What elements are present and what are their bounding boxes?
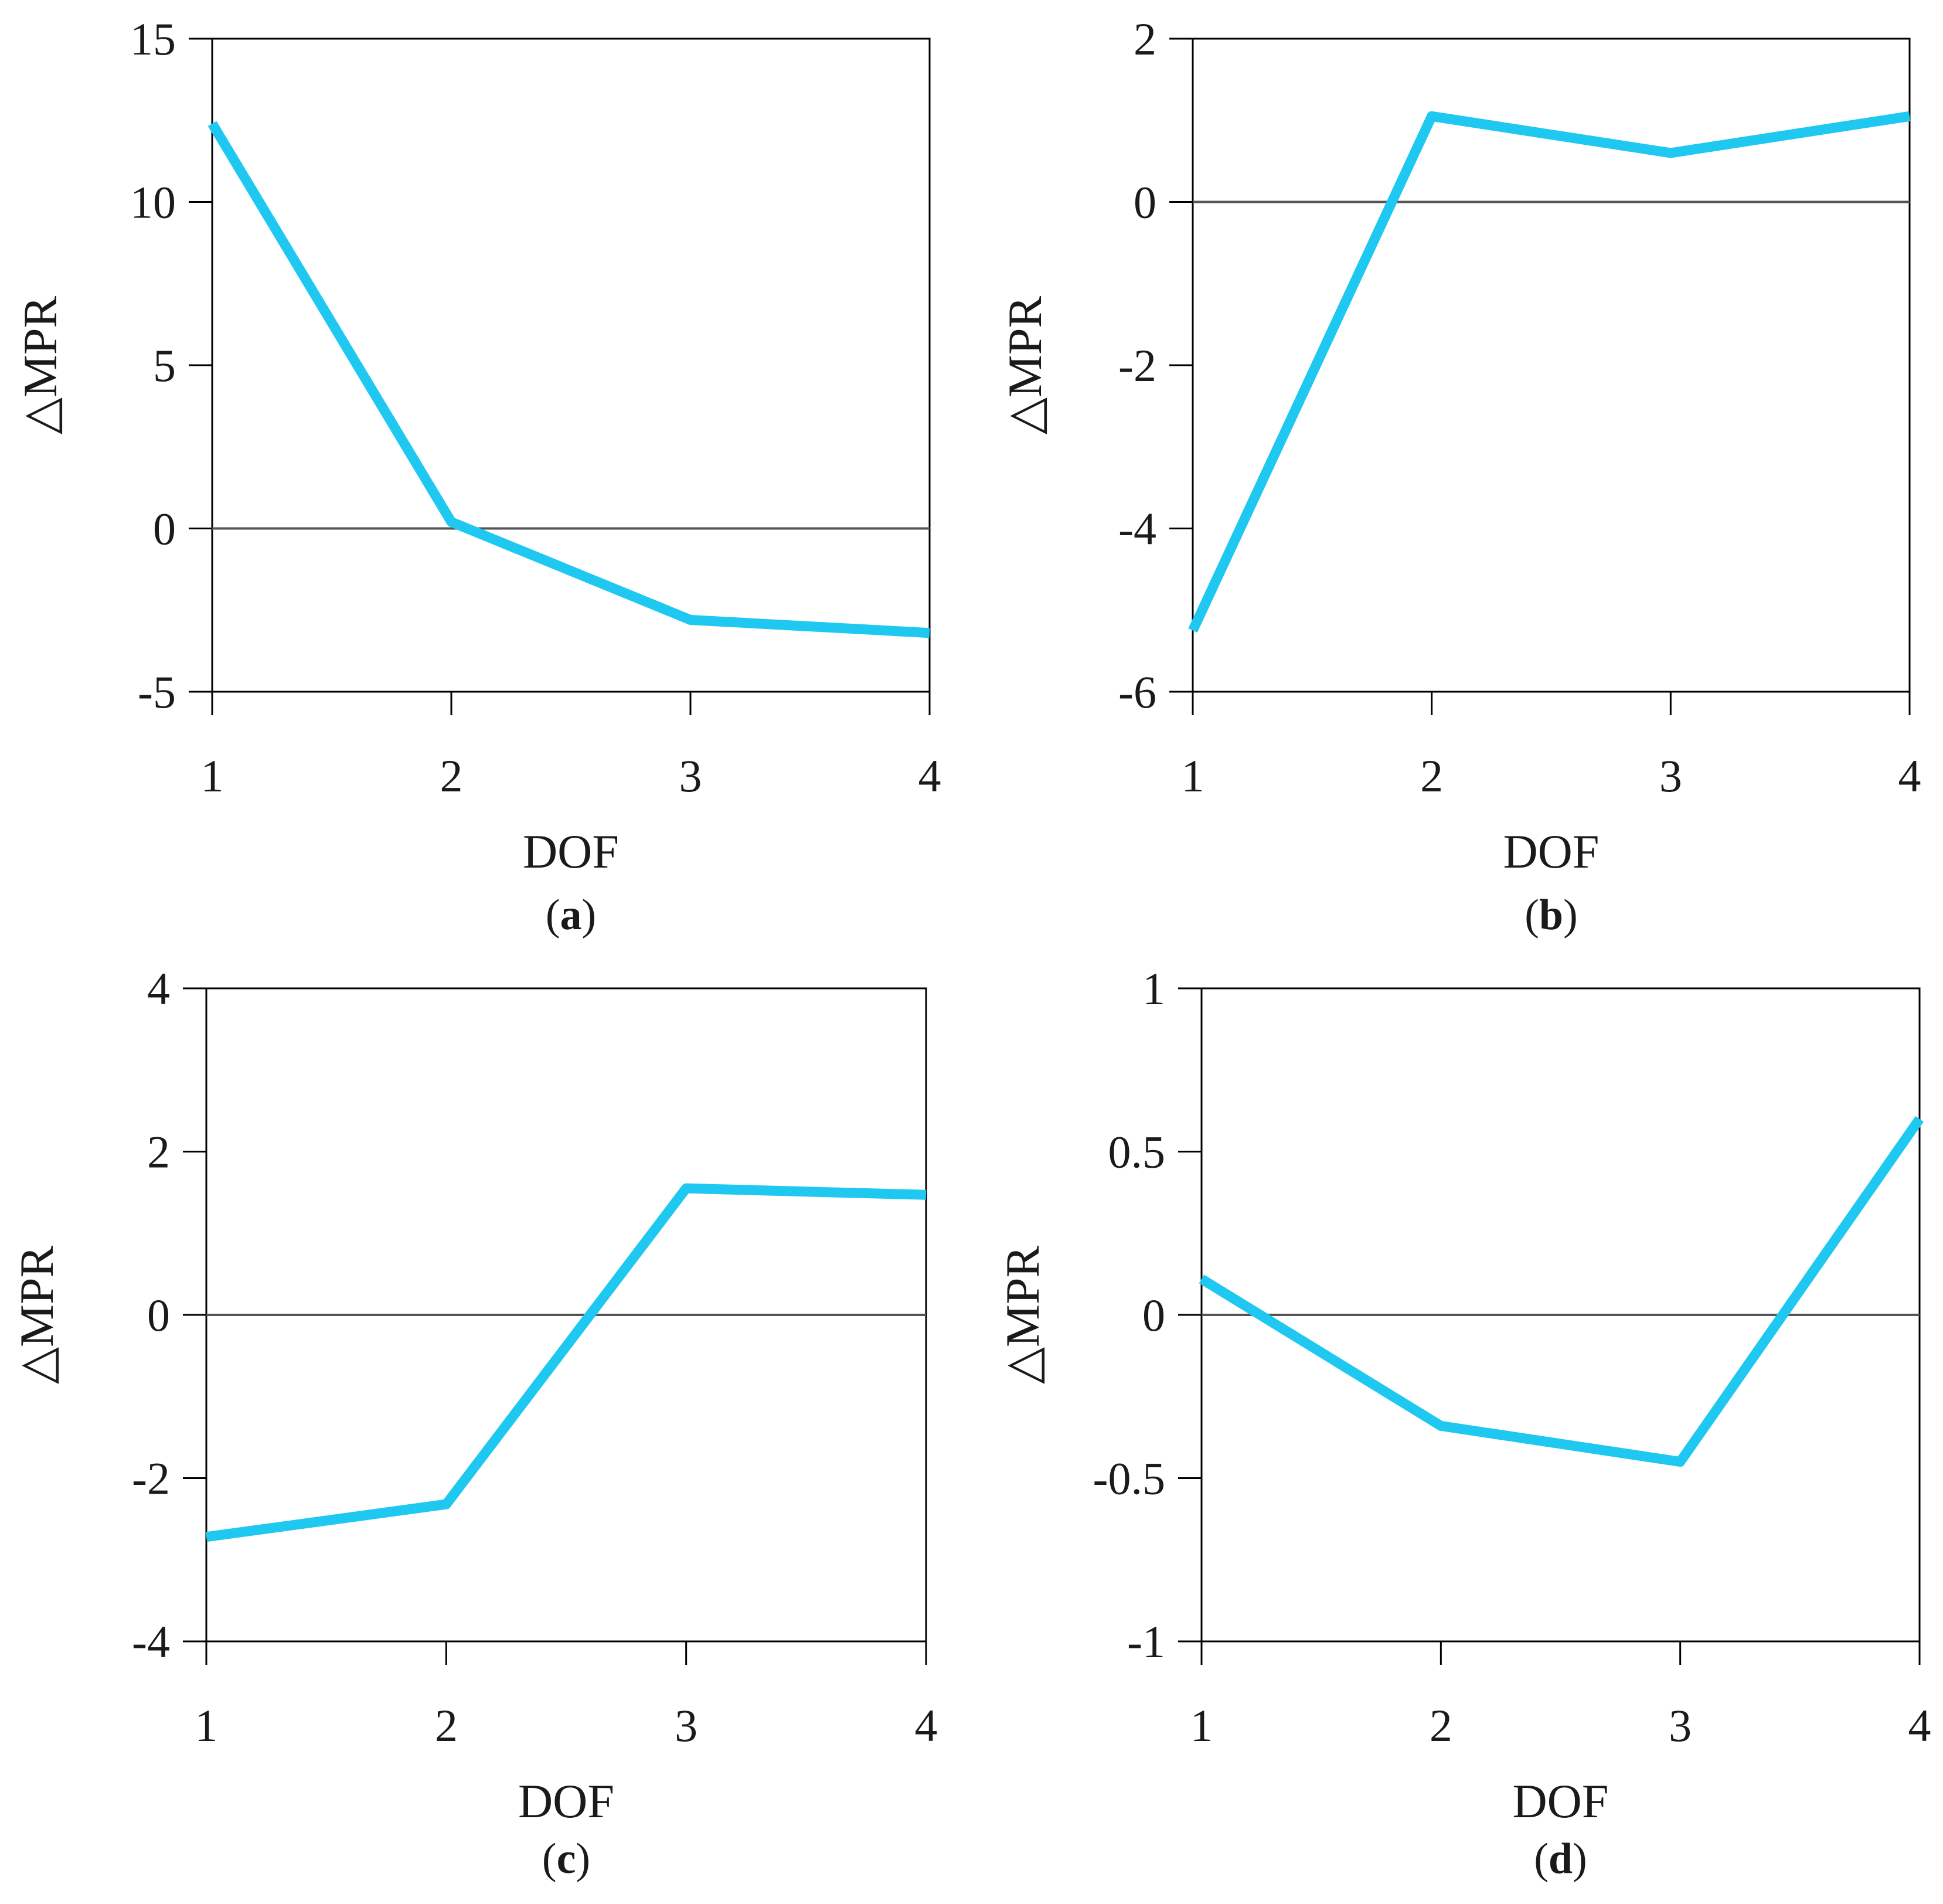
x-axis-title: DOF — [1503, 825, 1599, 878]
x-tick-label: 3 — [1659, 750, 1682, 801]
x-tick-label: 4 — [1908, 1700, 1931, 1751]
panel-label-letter: b — [1539, 891, 1563, 939]
y-tick-label: 0 — [1142, 1290, 1165, 1341]
x-tick-label: 3 — [675, 1700, 697, 1751]
y-tick-label: -4 — [132, 1616, 170, 1667]
panel-label: (b) — [1525, 891, 1577, 939]
x-axis-title: DOF — [1512, 1774, 1608, 1828]
y-tick-label: 0.5 — [1108, 1127, 1166, 1178]
series-line — [205, 1183, 927, 1542]
y-tick-label: -2 — [132, 1453, 170, 1504]
y-tick-label: 1 — [1142, 963, 1165, 1014]
series-line — [1199, 1116, 1924, 1467]
panel-label-letter: a — [560, 891, 582, 939]
panel-label-letter: d — [1549, 1835, 1573, 1883]
y-tick-label: 0 — [153, 504, 176, 555]
y-tick-label: 15 — [130, 13, 176, 64]
x-tick-label: 1 — [201, 750, 224, 801]
y-axis-title: △MPR — [10, 1246, 63, 1385]
panel-label-letter: c — [557, 1835, 576, 1883]
y-tick-label: -4 — [1118, 504, 1156, 555]
x-tick-label: 4 — [918, 750, 941, 801]
x-tick-label: 3 — [679, 750, 702, 801]
x-tick-label: 1 — [1182, 750, 1204, 801]
y-tick-label: -5 — [138, 667, 176, 718]
chart-panel-c: -4 -2 0 2 4 1 2 3 4 DOF △MPR (c) — [10, 963, 938, 1883]
chart-panel-a: -5 0 5 10 15 1 2 3 4 DOF △MPR (a) — [13, 13, 941, 939]
y-tick-label: 4 — [147, 963, 170, 1014]
y-tick-label: 5 — [153, 340, 176, 391]
y-tick-label: -2 — [1118, 340, 1156, 391]
y-tick-label: 0 — [1134, 177, 1156, 228]
y-axis-title: △MPR — [996, 1246, 1049, 1385]
x-tick-label: 3 — [1669, 1700, 1692, 1751]
series-line — [1188, 111, 1911, 633]
y-tick-label: -0.5 — [1093, 1453, 1165, 1504]
x-tick-label: 1 — [1190, 1700, 1213, 1751]
y-axis-title: △MPR — [998, 296, 1052, 435]
y-tick-label: -6 — [1118, 667, 1156, 718]
y-tick-label: 2 — [1134, 13, 1156, 64]
plot-frame — [211, 38, 931, 693]
chart-panel-b: -6 -4 -2 0 2 1 2 3 4 DOF △MPR (b) — [998, 13, 1921, 939]
panel-label: (a) — [546, 891, 596, 939]
x-axis-title: DOF — [523, 825, 619, 878]
y-axis-title: △MPR — [13, 296, 67, 435]
x-tick-label: 2 — [1430, 1700, 1452, 1751]
x-tick-label: 2 — [1420, 750, 1443, 801]
x-axis-title: DOF — [518, 1774, 614, 1828]
x-tick-label: 2 — [435, 1700, 458, 1751]
y-tick-label: 2 — [147, 1127, 170, 1178]
y-tick-label: 10 — [130, 177, 176, 228]
panel-label: (d) — [1534, 1835, 1587, 1883]
series-line — [207, 121, 930, 638]
panel-label: (c) — [542, 1835, 590, 1883]
x-tick-label: 4 — [915, 1700, 938, 1751]
y-tick-label: 0 — [147, 1290, 170, 1341]
chart-panel-d: -1 -0.5 0 0.5 1 1 2 3 4 DOF △MPR (d) — [996, 963, 1931, 1883]
x-tick-label: 4 — [1898, 750, 1921, 801]
x-tick-label: 1 — [195, 1700, 218, 1751]
x-tick-label: 2 — [440, 750, 463, 801]
y-tick-label: -1 — [1127, 1616, 1165, 1667]
